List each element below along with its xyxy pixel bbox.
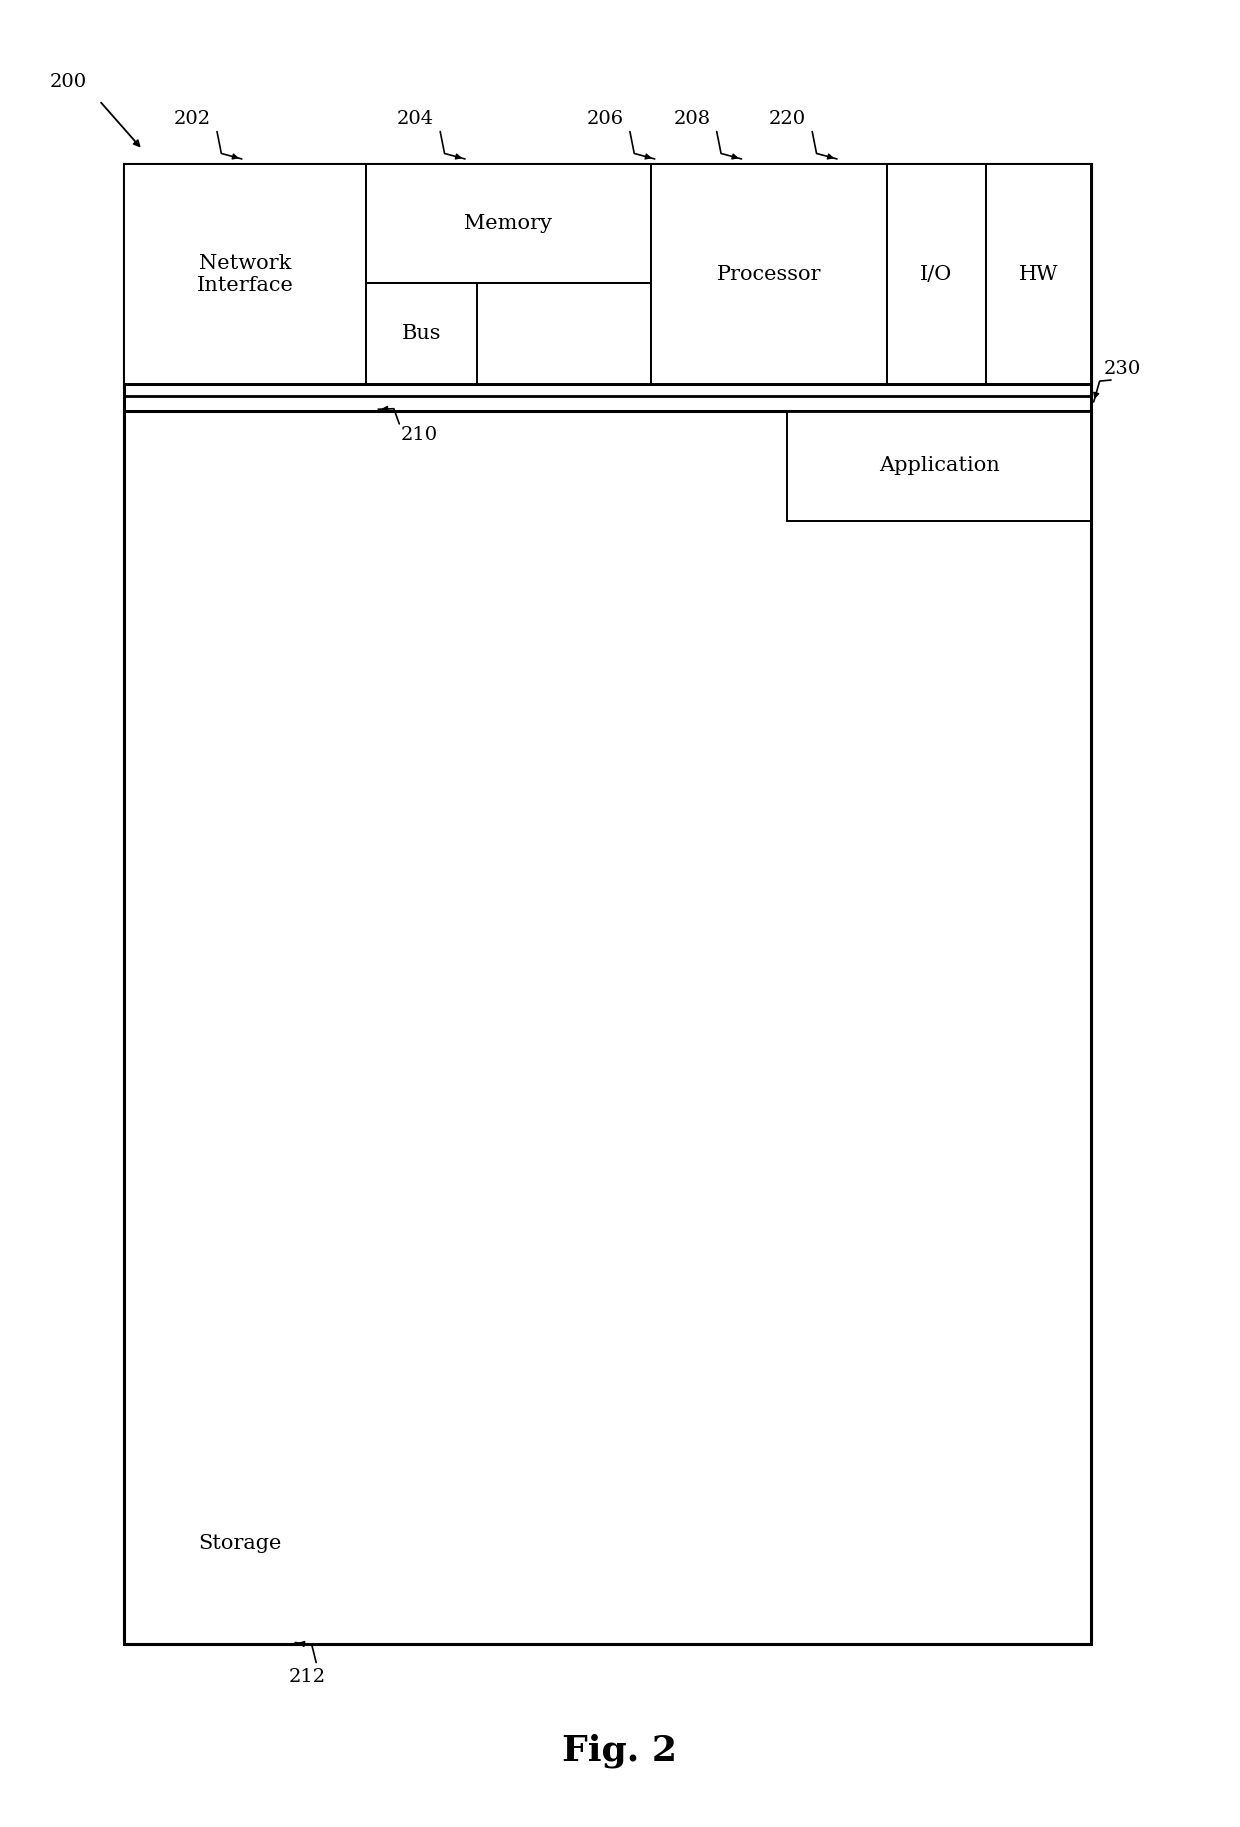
Text: 204: 204 — [397, 110, 434, 128]
Bar — [651, 164, 887, 384]
Text: Application: Application — [879, 457, 999, 475]
Text: HW: HW — [1019, 265, 1058, 283]
Bar — [986, 164, 1091, 384]
Text: 230: 230 — [1104, 360, 1141, 378]
Bar — [366, 164, 651, 283]
Text: 220: 220 — [769, 110, 806, 128]
Bar — [124, 411, 1091, 1644]
Text: I/O: I/O — [920, 265, 952, 283]
Bar — [124, 164, 366, 384]
Text: Bus: Bus — [402, 323, 441, 343]
Bar — [124, 164, 1091, 1644]
Text: Memory: Memory — [465, 214, 552, 234]
Text: Fig. 2: Fig. 2 — [563, 1734, 677, 1767]
Text: 202: 202 — [174, 110, 211, 128]
Text: Storage: Storage — [198, 1535, 281, 1553]
Bar — [124, 164, 1091, 384]
Text: 200: 200 — [50, 73, 87, 91]
Text: 206: 206 — [587, 110, 624, 128]
Text: 210: 210 — [401, 426, 438, 444]
Bar — [366, 283, 651, 384]
Text: 208: 208 — [673, 110, 711, 128]
Bar — [887, 164, 986, 384]
Text: 212: 212 — [289, 1668, 326, 1686]
Text: Processor: Processor — [717, 265, 821, 283]
Bar — [787, 411, 1091, 521]
Text: Network
Interface: Network Interface — [196, 254, 294, 294]
